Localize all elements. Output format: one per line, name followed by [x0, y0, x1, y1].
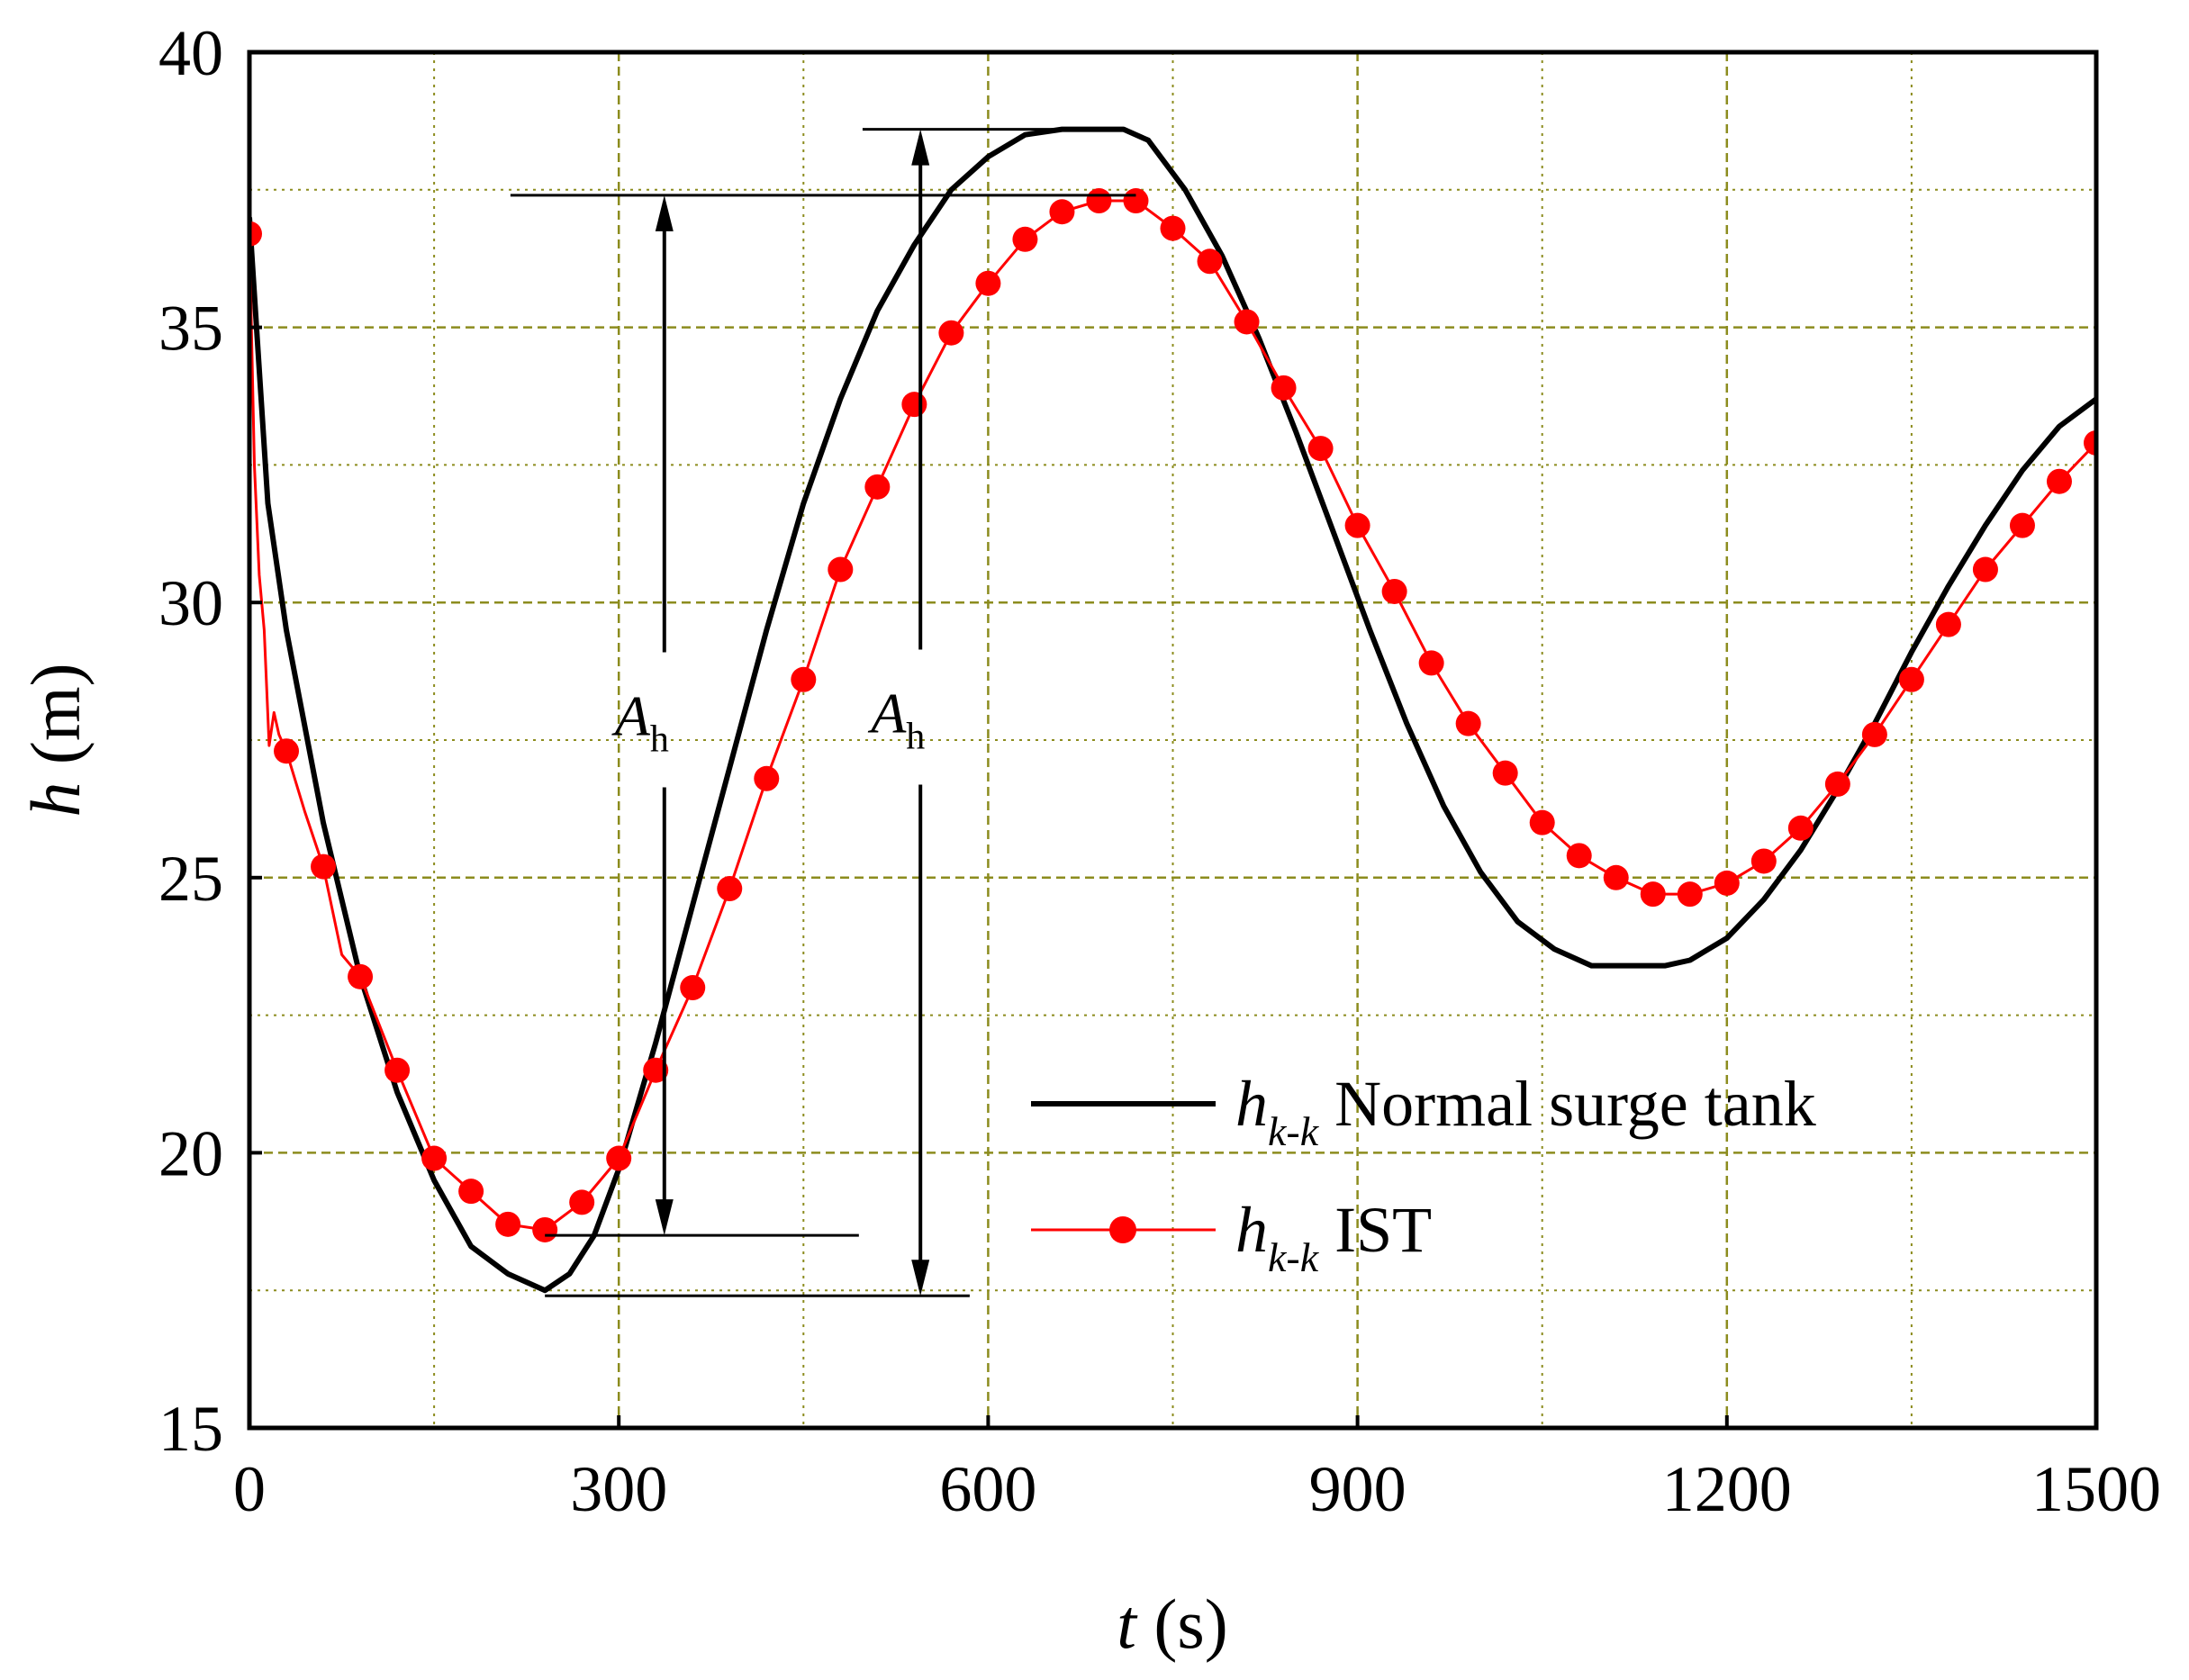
- legend-marker-ist: [1109, 1216, 1136, 1243]
- y-tick-label: 25: [158, 843, 223, 915]
- ist-data-point: [791, 666, 817, 692]
- ist-data-point: [754, 765, 780, 791]
- amplitude-arrowhead: [655, 194, 674, 231]
- ist-data-point: [680, 975, 706, 1001]
- legend-label-ist: hk-k IST: [1235, 1194, 1432, 1280]
- ist-data-point: [311, 854, 337, 880]
- ist-data-point: [975, 270, 1001, 296]
- ist-data-point: [1418, 650, 1444, 676]
- ist-data-point: [643, 1057, 669, 1083]
- y-tick-label: 40: [158, 17, 223, 89]
- ist-data-point: [1935, 611, 1961, 637]
- ist-data-point: [1307, 436, 1334, 462]
- ist-data-point: [828, 556, 854, 583]
- ist-data-point: [1123, 188, 1149, 214]
- ist-data-point: [1677, 881, 1703, 908]
- series-line-normal-surge-tank: [249, 126, 2096, 1294]
- ist-data-point: [938, 320, 964, 346]
- y-axis-ticks: 15 20 25 30 35 40: [158, 17, 262, 1465]
- y-tick-label: 30: [158, 567, 223, 639]
- ist-data-point: [1861, 721, 1887, 747]
- x-tick-label: 300: [570, 1453, 667, 1525]
- ist-data-point: [2046, 468, 2072, 494]
- ist-data-point: [1750, 848, 1777, 874]
- x-tick-label: 600: [939, 1453, 1036, 1525]
- x-tick-label: 900: [1309, 1453, 1407, 1525]
- legend-label-normal: hk-k Normal surge tank: [1235, 1068, 1816, 1154]
- y-tick-label: 15: [158, 1393, 223, 1465]
- x-tick-label: 1200: [1662, 1453, 1792, 1525]
- ist-data-point: [606, 1145, 632, 1171]
- ist-data-point: [1381, 578, 1407, 604]
- ist-data-point: [1529, 809, 1555, 835]
- ist-data-point: [1714, 870, 1740, 896]
- ist-data-point: [1271, 375, 1297, 401]
- ist-data-point: [1160, 215, 1186, 241]
- ist-data-point: [384, 1057, 411, 1083]
- plot-frame: [247, 50, 2099, 1431]
- ist-data-point: [1824, 771, 1850, 797]
- grid-lines: [249, 52, 2096, 1428]
- ist-data-point: [1234, 309, 1260, 335]
- y-tick-label: 35: [158, 293, 223, 365]
- annotation-layer: Ah Ah: [510, 128, 1136, 1297]
- ist-data-point: [1898, 666, 1924, 692]
- ist-data-point: [1086, 188, 1112, 214]
- amplitude-label: Ah: [867, 681, 925, 757]
- ist-data-point: [1566, 843, 1592, 869]
- ist-data-point: [1603, 864, 1629, 890]
- ist-data-point: [348, 963, 374, 989]
- x-axis-title: t (s): [1117, 1585, 1227, 1663]
- ist-data-point: [864, 474, 891, 500]
- ist-data-point: [1787, 815, 1814, 841]
- ist-data-point: [901, 392, 927, 418]
- ist-data-point: [532, 1216, 558, 1242]
- x-tick-label: 1500: [2031, 1453, 2161, 1525]
- amplitude-arrowhead: [911, 129, 930, 166]
- ist-data-point: [1972, 556, 1998, 583]
- series-layer: [249, 126, 2096, 1294]
- ist-data-point: [2009, 512, 2035, 538]
- y-tick-label: 20: [158, 1117, 223, 1189]
- ist-data-point: [1455, 710, 1481, 736]
- amplitude-label: Ah: [611, 683, 669, 760]
- ist-data-point: [249, 221, 262, 247]
- ist-data-point: [458, 1179, 484, 1205]
- legend: hk-k Normal surge tank hk-k IST: [1031, 1068, 1816, 1280]
- ist-data-point: [1197, 248, 1223, 275]
- ist-data-point: [1012, 226, 1038, 252]
- amplitude-arrowhead: [655, 1199, 674, 1236]
- amplitude-arrowhead: [911, 1260, 930, 1296]
- ist-data-point: [2084, 429, 2096, 456]
- ist-data-point: [717, 876, 743, 902]
- y-axis-title: h (m): [16, 663, 95, 817]
- ist-data-point: [1492, 760, 1518, 786]
- ist-data-point: [495, 1211, 521, 1237]
- ist-data-point: [569, 1189, 595, 1215]
- ist-data-point: [421, 1145, 448, 1171]
- ist-data-point: [1640, 881, 1666, 908]
- x-tick-label: 0: [233, 1453, 266, 1525]
- x-axis-ticks: 0 300 600 900 1200 1500: [233, 1415, 2161, 1525]
- ist-data-point: [274, 738, 300, 764]
- ist-data-point: [1049, 199, 1075, 225]
- ist-data-point: [1344, 512, 1370, 538]
